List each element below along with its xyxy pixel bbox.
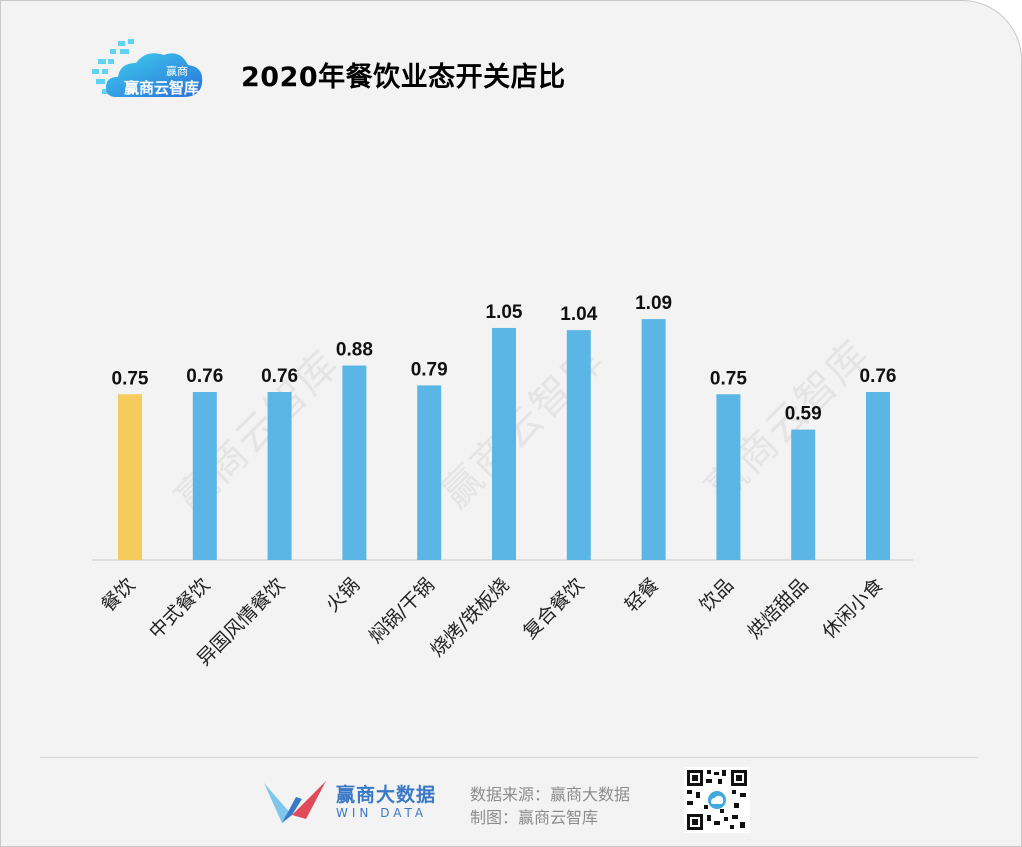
x-tick-label: 火锅 xyxy=(321,574,363,616)
data-label: 0.75 xyxy=(710,368,747,389)
bar xyxy=(566,330,591,560)
logo-text: 赢商云智库 xyxy=(124,79,199,97)
x-tick-label: 轻餐 xyxy=(621,574,663,616)
data-source: 数据来源：赢商大数据 xyxy=(470,785,631,804)
logo-icon: 赢商 赢商云智库 xyxy=(92,39,203,97)
data-label: 1.04 xyxy=(560,304,597,325)
data-label: 0.79 xyxy=(411,359,448,380)
data-label: 0.76 xyxy=(186,366,223,387)
x-tick-label: 饮品 xyxy=(695,574,737,616)
chart-title: 2020年餐饮业态开关店比 xyxy=(241,62,566,93)
brand-name: 赢商大数据 xyxy=(336,784,437,806)
data-label: 1.09 xyxy=(635,293,672,314)
x-tick-label: 休闲小食 xyxy=(818,574,887,643)
bar xyxy=(342,365,367,560)
data-label: 0.75 xyxy=(112,368,149,389)
bar xyxy=(192,392,217,560)
logo-small-text: 赢商 xyxy=(166,64,188,78)
win-data-logo-icon xyxy=(264,781,326,823)
x-tick-label: 餐饮 xyxy=(97,574,139,616)
data-label: 1.05 xyxy=(486,302,523,323)
x-tick-label: 复合餐饮 xyxy=(519,574,588,643)
brand-subtitle: WIN DATA xyxy=(336,806,428,820)
qr-code-icon xyxy=(684,767,750,833)
x-tick-label: 烧烤/铁板烧 xyxy=(426,574,513,661)
data-label: 0.76 xyxy=(261,366,298,387)
data-label: 0.76 xyxy=(860,366,897,387)
data-label: 0.88 xyxy=(336,340,373,361)
bar xyxy=(417,385,442,560)
bar xyxy=(492,327,516,560)
x-tick-label: 烘焙甜品 xyxy=(743,574,812,643)
bar xyxy=(118,394,142,560)
x-tick-label: 中式餐饮 xyxy=(145,574,214,643)
bar xyxy=(716,394,741,560)
data-label: 0.59 xyxy=(785,404,822,425)
bar xyxy=(791,429,816,560)
x-tick-label: 焖锅/干锅 xyxy=(365,574,439,648)
footer-divider xyxy=(40,757,978,758)
bar xyxy=(641,319,666,560)
bar xyxy=(267,392,292,560)
bar-chart: 0.75餐饮0.76中式餐饮0.76异国风情餐饮0.88火锅0.79焖锅/干锅1… xyxy=(92,293,913,670)
bar xyxy=(866,392,890,560)
chart-maker: 制图：赢商云智库 xyxy=(470,808,599,827)
